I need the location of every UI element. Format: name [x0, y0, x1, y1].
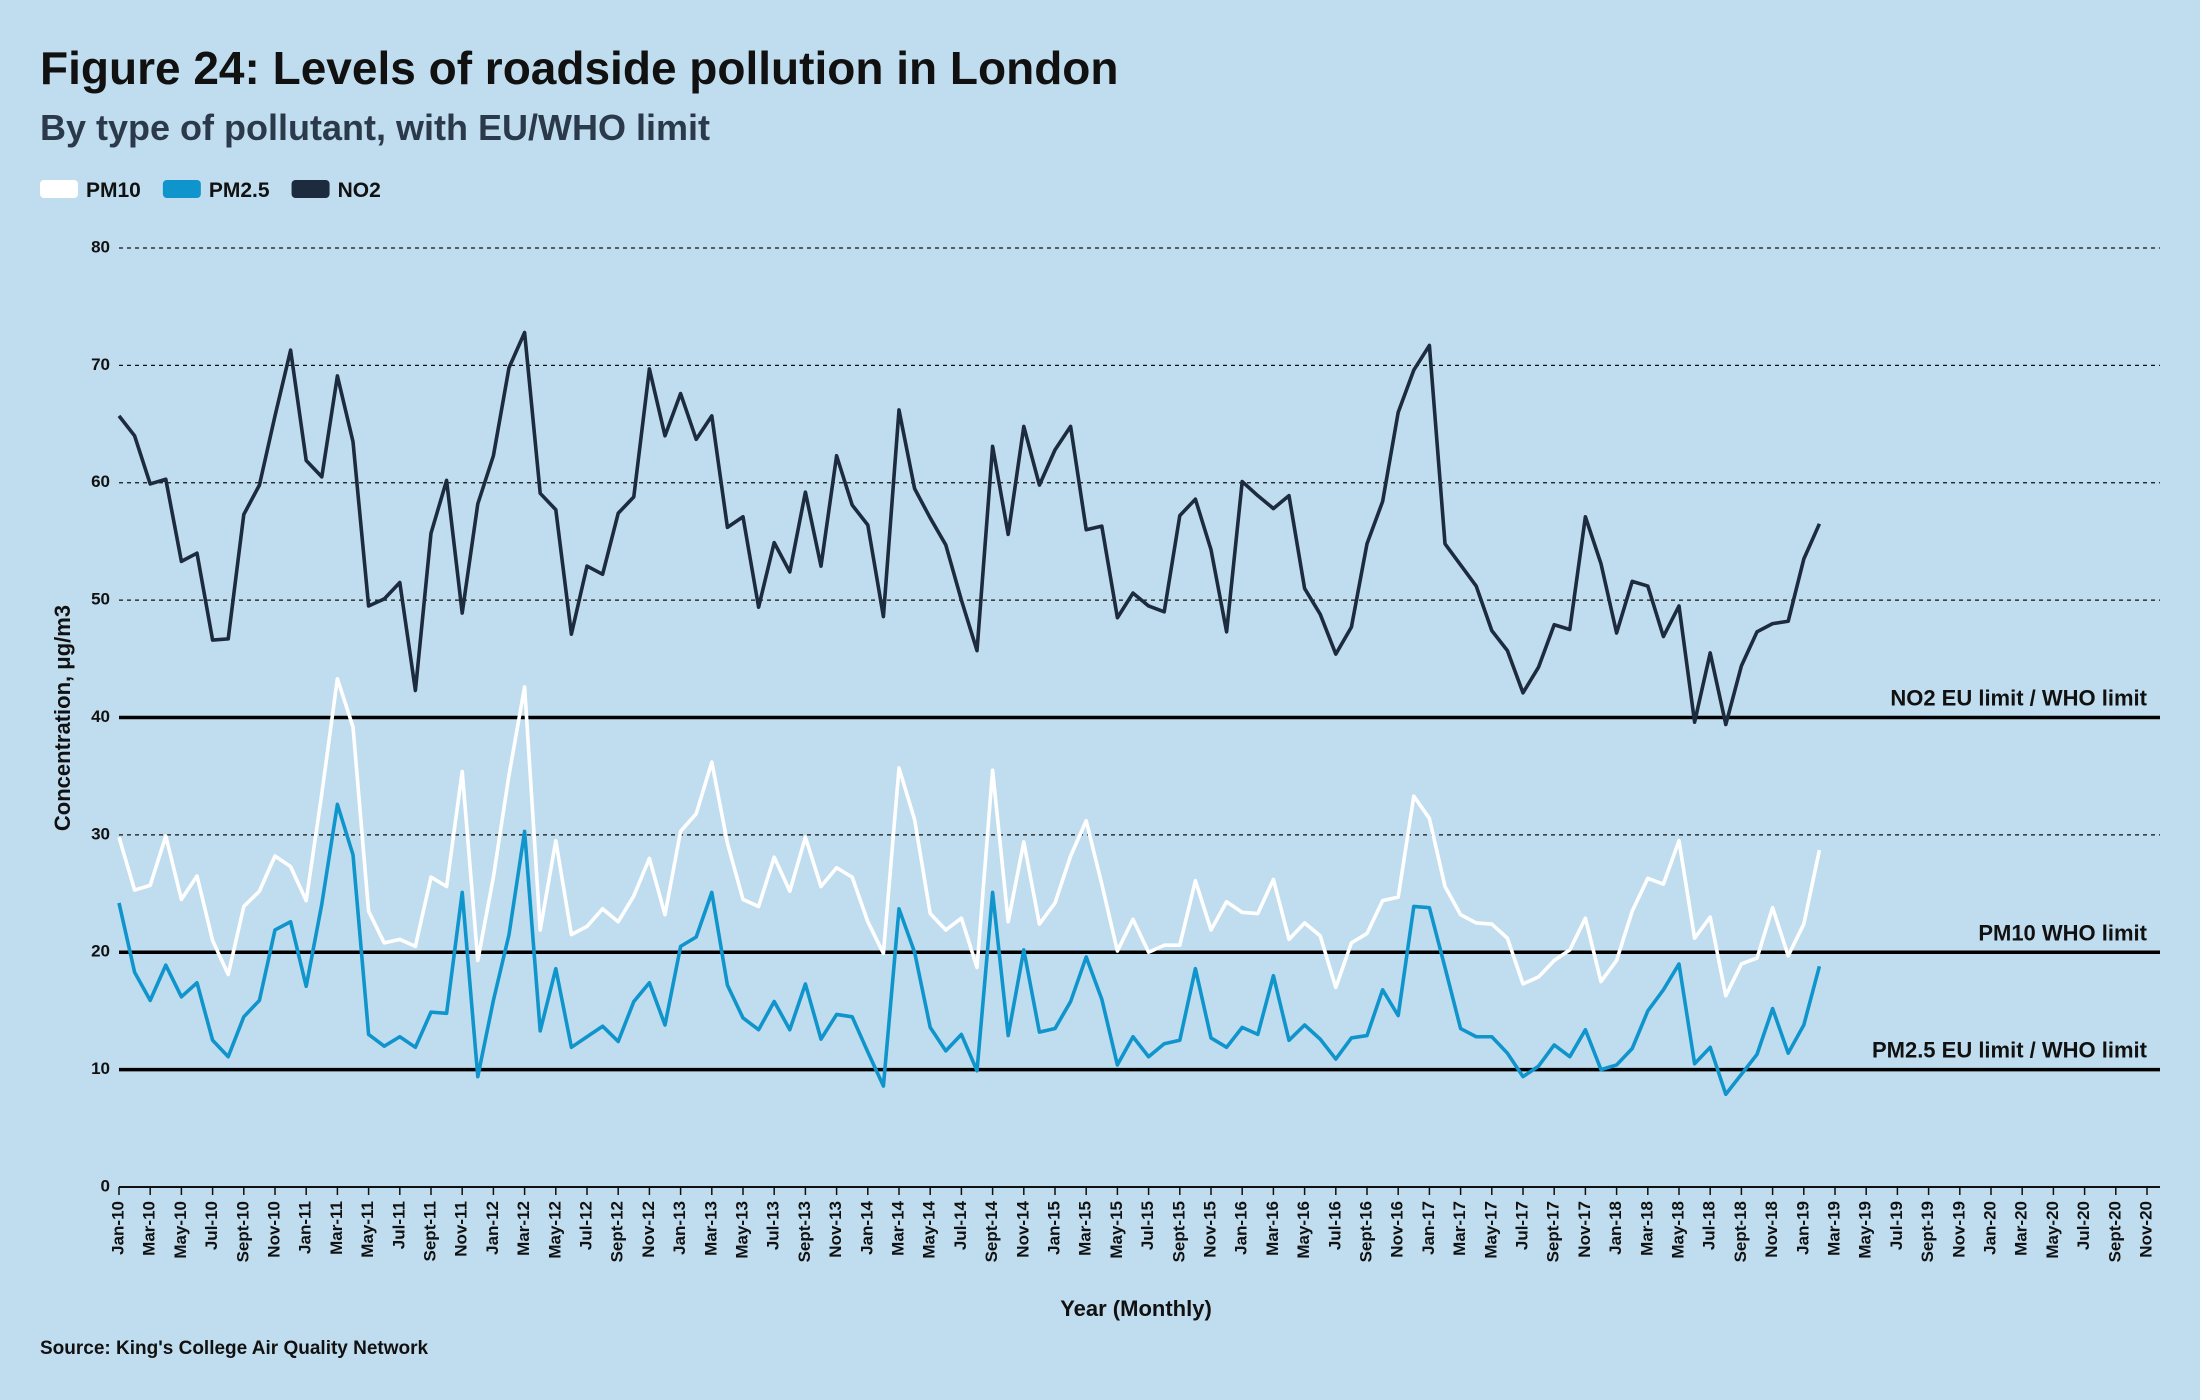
x-tick-label: Jan-12	[483, 1201, 502, 1255]
x-tick-label: Sept-12	[608, 1201, 627, 1262]
x-tick-label: Mar-15	[1076, 1201, 1095, 1256]
x-tick-label: Nov-14	[1013, 1200, 1032, 1257]
x-tick-label: Sept-13	[795, 1201, 814, 1262]
y-tick-label: 20	[91, 942, 110, 961]
x-tick-label: Jan-18	[1606, 1201, 1625, 1255]
x-tick-label: Nov-17	[1575, 1201, 1594, 1258]
x-tick-label: May-14	[920, 1200, 939, 1258]
x-tick-label: Jul-16	[1325, 1201, 1344, 1250]
x-tick-label: Jul-13	[764, 1201, 783, 1250]
legend-swatch	[162, 180, 201, 198]
x-tick-label: May-15	[1107, 1201, 1126, 1259]
x-tick-label: Nov-13	[826, 1201, 845, 1258]
x-tick-label: Sept-10	[233, 1201, 252, 1262]
reference-label: NO2 EU limit / WHO limit	[1890, 686, 2147, 711]
y-tick-label: 40	[91, 707, 110, 726]
x-tick-label: Jul-10	[202, 1201, 221, 1250]
x-tick-label: Jul-11	[389, 1201, 408, 1249]
x-tick-label: Nov-12	[639, 1201, 658, 1258]
x-tick-label: Jul-15	[1138, 1201, 1157, 1250]
x-tick-label: Jan-15	[1044, 1201, 1063, 1255]
x-tick-label: Jul-18	[1700, 1201, 1719, 1250]
x-tick-label: Nov-10	[264, 1201, 283, 1258]
legend-label: PM10	[86, 179, 141, 202]
series-line	[117, 676, 1822, 998]
x-tick-label: May-10	[171, 1201, 190, 1259]
source-note: Source: King's College Air Quality Netwo…	[40, 1338, 429, 1359]
x-tick-label: Nov-11	[452, 1201, 471, 1257]
x-tick-label: Jan-13	[670, 1201, 689, 1255]
x-tick-label: May-17	[1481, 1201, 1500, 1259]
x-tick-label: May-19	[1856, 1201, 1875, 1259]
y-tick-label: 10	[91, 1059, 110, 1078]
x-tick-label: Mar-19	[1824, 1201, 1843, 1256]
x-tick-label: Jul-12	[576, 1201, 595, 1250]
x-tick-label: May-20	[2043, 1201, 2062, 1259]
x-tick-label: Jan-11	[296, 1201, 315, 1254]
x-tick-label: May-18	[1668, 1201, 1687, 1259]
x-tick-label: Jan-16	[1232, 1201, 1251, 1255]
y-tick-label: 70	[91, 355, 110, 374]
x-tick-label: Mar-20	[2012, 1201, 2031, 1256]
y-tick-label: 30	[91, 824, 110, 843]
legend-label: NO2	[338, 179, 381, 202]
x-tick-label: Sept-17	[1544, 1201, 1563, 1262]
x-tick-label: Mar-16	[1263, 1201, 1282, 1256]
x-tick-label: Jan-19	[1793, 1201, 1812, 1255]
x-tick-label: Sept-14	[982, 1200, 1001, 1262]
x-tick-label: Mar-10	[140, 1201, 159, 1256]
x-tick-label: Nov-16	[1388, 1201, 1407, 1258]
reference-label: PM10 WHO limit	[1978, 920, 2147, 945]
x-tick-label: Nov-19	[1949, 1201, 1968, 1258]
x-tick-label: Nov-15	[1200, 1201, 1219, 1258]
x-tick-label: Mar-12	[514, 1201, 533, 1256]
y-tick-label: 80	[91, 237, 110, 256]
legend-swatch	[40, 180, 78, 198]
x-tick-label: Jan-17	[1419, 1201, 1438, 1255]
x-tick-label: Sept-19	[1918, 1201, 1937, 1262]
x-tick-label: Nov-18	[1762, 1201, 1781, 1258]
x-tick-label: Mar-17	[1450, 1201, 1469, 1256]
x-tick-label: Jul-17	[1512, 1201, 1531, 1250]
x-tick-label: Jan-10	[108, 1201, 127, 1255]
x-tick-label: May-16	[1294, 1201, 1313, 1259]
series-line	[117, 802, 1822, 1097]
x-tick-label: Jul-20	[2074, 1201, 2093, 1250]
x-tick-label: Sept-16	[1356, 1201, 1375, 1262]
x-tick-label: Mar-13	[701, 1201, 720, 1256]
x-tick-label: Jan-20	[1980, 1201, 1999, 1255]
x-tick-label: Mar-18	[1637, 1201, 1656, 1256]
x-tick-label: Nov-20	[2136, 1201, 2155, 1258]
chart-title: Figure 24: Levels of roadside pollution …	[40, 42, 1118, 94]
x-tick-label: Sept-15	[1169, 1201, 1188, 1262]
x-tick-label: Mar-14	[888, 1200, 907, 1255]
chart-subtitle: By type of pollutant, with EU/WHO limit	[40, 107, 710, 148]
x-tick-label: May-11	[358, 1201, 377, 1258]
x-axis-title: Year (Monthly)	[1060, 1296, 1212, 1321]
y-tick-label: 60	[91, 472, 110, 491]
y-axis-title: Concentration, μg/m3	[50, 605, 75, 831]
reference-label: PM2.5 EU limit / WHO limit	[1872, 1038, 2148, 1063]
legend-swatch	[291, 180, 330, 198]
y-tick-label: 50	[91, 590, 110, 609]
x-tick-label: May-12	[545, 1201, 564, 1259]
legend-label: PM2.5	[209, 179, 270, 202]
y-tick-label: 0	[101, 1176, 110, 1195]
x-tick-label: Jul-14	[951, 1200, 970, 1250]
x-tick-label: May-13	[732, 1201, 751, 1259]
x-tick-label: Jul-19	[1887, 1201, 1906, 1250]
x-tick-label: Sept-18	[1731, 1201, 1750, 1262]
series-line	[117, 330, 1822, 727]
x-tick-label: Sept-11	[420, 1201, 439, 1261]
x-tick-label: Mar-11	[327, 1201, 346, 1255]
x-tick-label: Sept-20	[2105, 1201, 2124, 1262]
x-tick-label: Jan-14	[857, 1200, 876, 1254]
